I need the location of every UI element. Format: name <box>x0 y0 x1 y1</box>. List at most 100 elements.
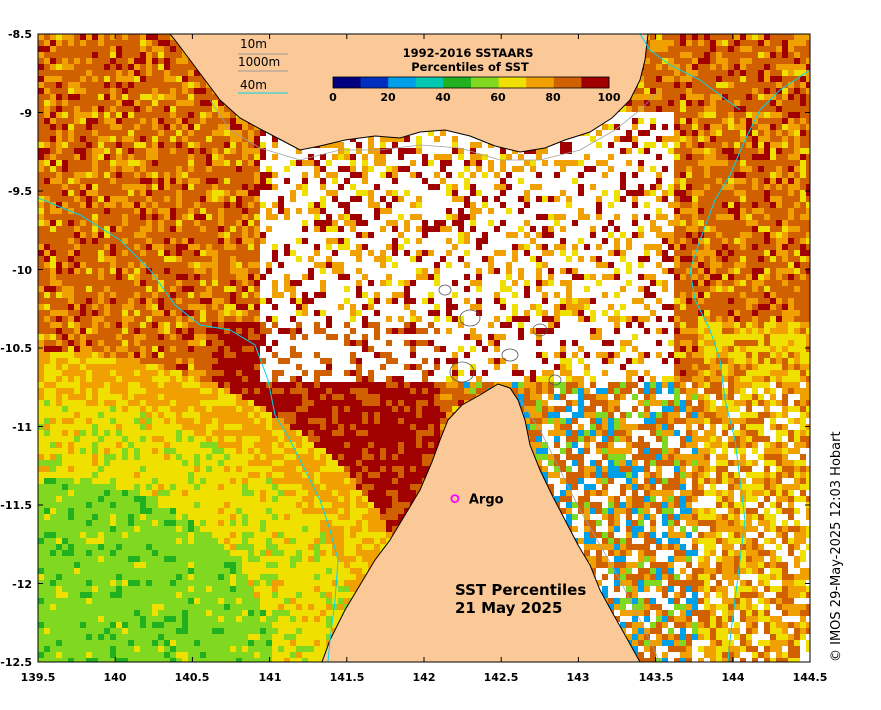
sst-pixel <box>560 280 566 286</box>
sst-pixel <box>230 340 236 346</box>
sst-pixel <box>98 220 104 226</box>
sst-pixel <box>152 340 158 346</box>
sst-pixel <box>710 334 716 340</box>
sst-pixel <box>200 220 206 226</box>
sst-pixel <box>242 244 248 250</box>
sst-pixel <box>680 64 686 70</box>
sst-pixel <box>746 298 752 304</box>
sst-pixel <box>668 64 674 70</box>
sst-pixel <box>134 148 140 154</box>
sst-pixel <box>620 256 626 262</box>
sst-pixel <box>44 124 50 130</box>
sst-pixel <box>116 202 122 208</box>
sst-pixel <box>614 190 620 196</box>
sst-pixel <box>248 304 254 310</box>
sst-pixel <box>398 214 404 220</box>
sst-pixel <box>272 280 278 286</box>
sst-pixel <box>716 148 722 154</box>
sst-pixel <box>782 88 788 94</box>
sst-pixel <box>692 118 698 124</box>
sst-pixel <box>506 262 512 268</box>
sst-pixel <box>104 334 110 340</box>
sst-pixel <box>116 274 122 280</box>
sst-pixel <box>746 178 752 184</box>
sst-pixel <box>794 172 800 178</box>
sst-pixel <box>38 178 44 184</box>
sst-pixel <box>212 310 218 316</box>
sst-pixel <box>56 58 62 64</box>
sst-pixel <box>116 328 122 334</box>
sst-pixel <box>116 142 122 148</box>
sst-pixel <box>110 256 116 262</box>
sst-pixel <box>80 106 86 112</box>
sst-pixel <box>590 184 596 190</box>
sst-pixel <box>656 70 662 76</box>
sst-pixel <box>740 190 746 196</box>
sst-pixel <box>764 316 770 322</box>
sst-pixel <box>794 118 800 124</box>
sst-pixel <box>62 130 68 136</box>
sst-pixel <box>380 250 386 256</box>
sst-pixel <box>734 262 740 268</box>
sst-pixel <box>128 250 134 256</box>
sst-pixel <box>722 220 728 226</box>
sst-pixel <box>590 334 596 340</box>
sst-pixel <box>572 298 578 304</box>
sst-pixel <box>476 190 482 196</box>
sst-pixel <box>164 214 170 220</box>
sst-pixel <box>686 76 692 82</box>
sst-pixel <box>734 154 740 160</box>
sst-pixel <box>80 304 86 310</box>
sst-pixel <box>188 172 194 178</box>
sst-pixel <box>158 286 164 292</box>
sst-pixel <box>134 274 140 280</box>
sst-pixel <box>206 136 212 142</box>
sst-pixel <box>362 334 368 340</box>
sst-pixel <box>458 196 464 202</box>
sst-pixel <box>146 202 152 208</box>
sst-pixel <box>410 316 416 322</box>
sst-pixel <box>122 190 128 196</box>
sst-pixel <box>710 328 716 334</box>
sst-pixel <box>800 238 806 244</box>
sst-pixel <box>800 322 806 328</box>
sst-pixel <box>572 304 578 310</box>
sst-pixel <box>338 262 344 268</box>
sst-pixel <box>644 256 650 262</box>
sst-pixel <box>104 112 110 118</box>
sst-pixel <box>326 262 332 268</box>
sst-pixel <box>806 334 810 340</box>
sst-pixel <box>80 280 86 286</box>
sst-pixel <box>38 172 44 178</box>
sst-pixel <box>788 238 794 244</box>
sst-pixel <box>314 208 320 214</box>
sst-pixel <box>260 154 266 160</box>
sst-pixel <box>254 286 260 292</box>
sst-pixel <box>722 130 728 136</box>
sst-pixel <box>806 64 810 70</box>
sst-pixel <box>716 334 722 340</box>
sst-pixel <box>134 232 140 238</box>
sst-pixel <box>356 172 362 178</box>
sst-pixel <box>98 166 104 172</box>
sst-pixel <box>122 286 128 292</box>
sst-pixel <box>158 334 164 340</box>
sst-pixel <box>716 298 722 304</box>
sst-pixel <box>704 244 710 250</box>
sst-pixel <box>794 232 800 238</box>
sst-pixel <box>794 304 800 310</box>
sst-pixel <box>644 316 650 322</box>
sst-pixel <box>404 322 410 328</box>
sst-pixel <box>638 298 644 304</box>
sst-pixel <box>218 280 224 286</box>
sst-pixel <box>50 130 56 136</box>
sst-pixel <box>506 268 512 274</box>
sst-pixel <box>272 304 278 310</box>
sst-pixel <box>758 82 764 88</box>
sst-pixel <box>686 190 692 196</box>
sst-pixel <box>482 154 488 160</box>
sst-pixel <box>140 304 146 310</box>
sst-pixel <box>56 274 62 280</box>
sst-pixel <box>98 316 104 322</box>
sst-pixel <box>566 292 572 298</box>
